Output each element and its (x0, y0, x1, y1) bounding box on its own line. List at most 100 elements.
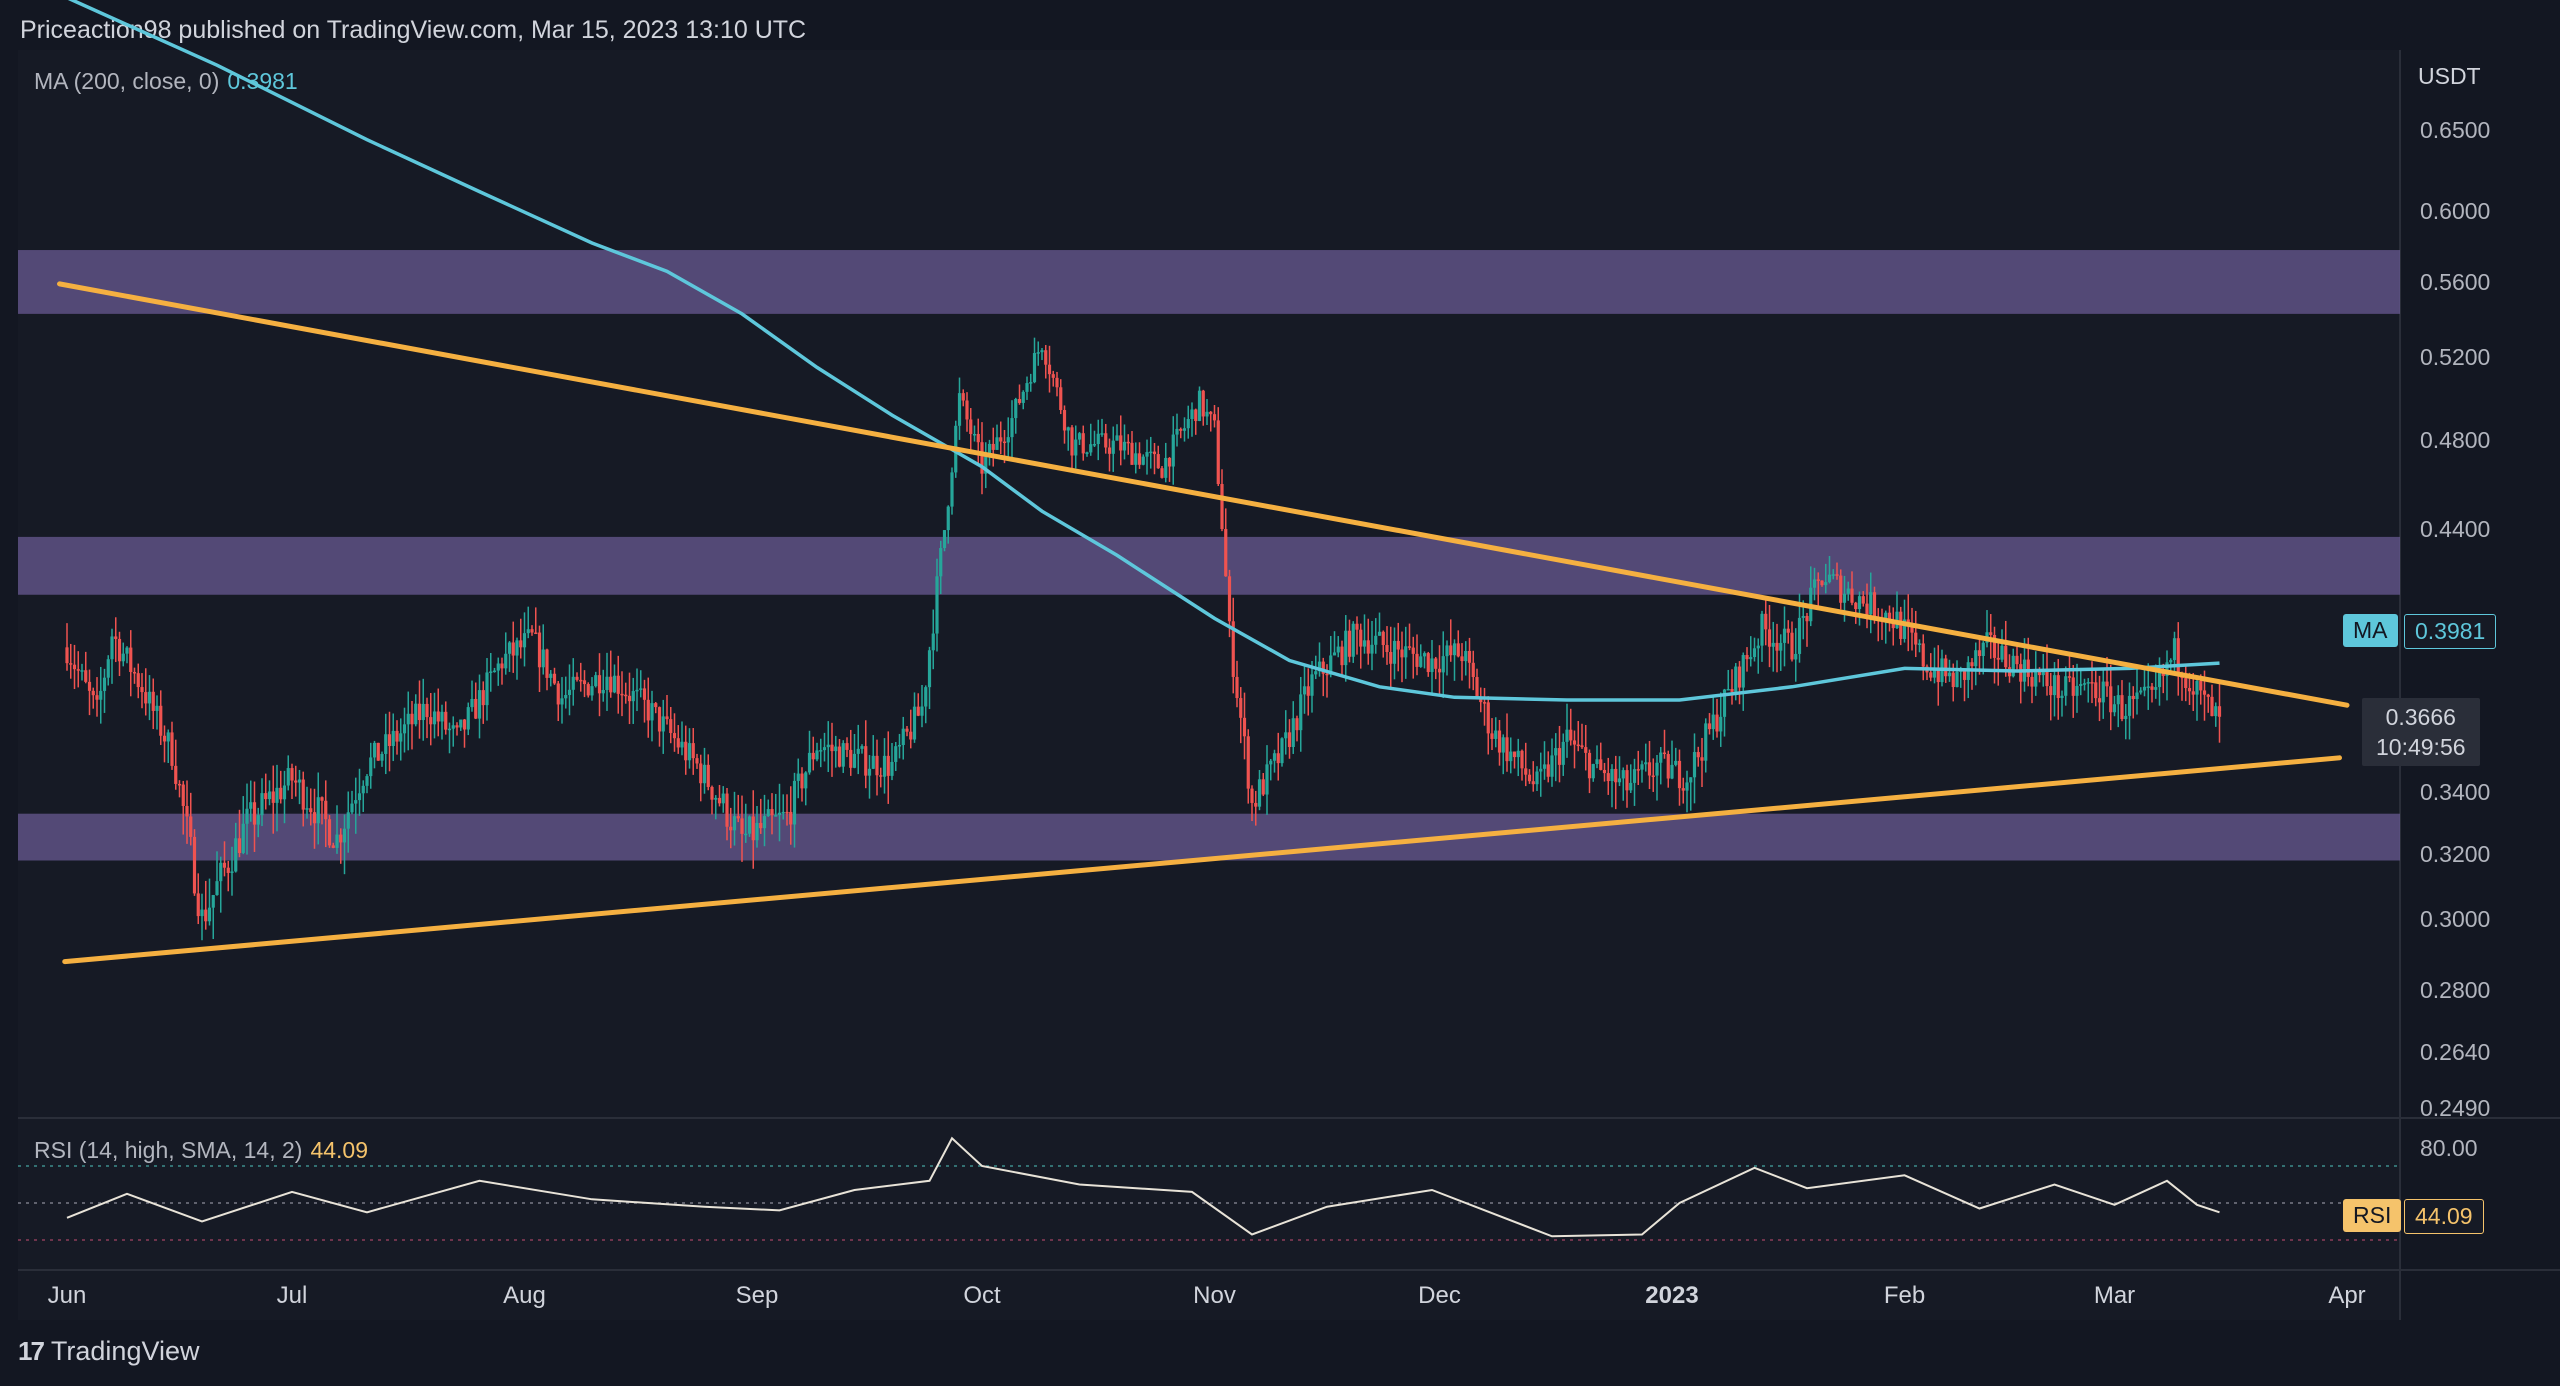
candle-body (849, 749, 853, 768)
candle-body (1235, 676, 1239, 699)
candle-body (1355, 623, 1359, 630)
candle-body (211, 895, 215, 908)
candle-body (1400, 649, 1404, 658)
candle-body (1130, 442, 1134, 465)
candle-body (256, 815, 260, 825)
candle-body (2176, 638, 2180, 673)
candle-body (2139, 690, 2143, 693)
time-tick-label: Nov (1193, 1282, 1236, 1309)
candle-body (1374, 635, 1378, 645)
candle-body (414, 703, 418, 725)
tradingview-footer[interactable]: 17 TradingView (18, 1336, 200, 1367)
candle-body (695, 758, 699, 764)
candle-body (1625, 770, 1629, 791)
candle-body (1891, 622, 1895, 629)
candle-body (1771, 642, 1775, 647)
candle-body (2142, 686, 2147, 691)
candle-body (624, 694, 628, 697)
candle-body (601, 690, 605, 694)
candle-body (1580, 745, 1584, 748)
ma-legend-value: 0.3981 (227, 68, 298, 94)
candle-body (1509, 751, 1513, 762)
candle-body (301, 779, 305, 810)
candle-body (1921, 643, 1925, 667)
candle-body (99, 690, 103, 700)
candle-body (916, 706, 920, 716)
candle-body (781, 811, 785, 814)
candle-body (290, 768, 294, 781)
candle-body (2086, 682, 2090, 684)
candle-body (1700, 757, 1704, 761)
candle-body (1242, 717, 1247, 737)
candle-body (1122, 441, 1127, 451)
candle-body (1456, 643, 1460, 657)
candle-body (72, 664, 77, 670)
candle-body (717, 797, 722, 804)
candle-body (1659, 752, 1663, 763)
candle-body (2199, 680, 2203, 691)
candle-body (515, 640, 519, 656)
candle-body (1632, 769, 1637, 783)
candle-body (579, 679, 583, 682)
candle-body (2172, 638, 2177, 661)
candle-body (1377, 631, 1382, 636)
candle-body (972, 433, 977, 436)
candle-body (616, 675, 620, 694)
candle-body (1141, 456, 1145, 465)
candle-body (320, 797, 324, 801)
candle-body (196, 893, 200, 917)
candle-body (732, 816, 737, 831)
candle-body (571, 676, 575, 690)
candle-body (549, 673, 553, 678)
time-tick-label: 2023 (1645, 1282, 1698, 1309)
candle-body (1437, 668, 1442, 673)
candle-body (1126, 441, 1130, 444)
candle-body (774, 815, 778, 817)
candle-body (1085, 452, 1089, 454)
candle-body (181, 784, 185, 806)
time-tick-label: Dec (1418, 1282, 1461, 1309)
candle-body (1767, 629, 1772, 647)
time-tick-label: Feb (1884, 1282, 1925, 1309)
candle-body (1062, 410, 1067, 431)
candle-body (740, 818, 744, 834)
candle-body (1831, 574, 1835, 576)
candle-body (2037, 671, 2042, 676)
candle-body (1707, 723, 1712, 730)
candle-body (1089, 444, 1093, 453)
candle-body (1002, 441, 1007, 444)
candle-body (1280, 738, 1284, 764)
candle-body (1887, 612, 1892, 623)
price-tick-label: 0.4400 (2420, 516, 2490, 542)
candle-body (106, 659, 110, 678)
candle-body (369, 757, 373, 777)
candle-body (2131, 695, 2135, 700)
candle-body (312, 812, 317, 824)
candle-body (1186, 419, 1190, 429)
candle-body (2049, 686, 2053, 696)
candle-body (729, 826, 733, 831)
candle-body (905, 728, 909, 732)
candle-body (245, 808, 249, 824)
rsi-legend[interactable]: RSI (14, high, SMA, 14, 2) 44.09 (34, 1137, 368, 1164)
candle-body (252, 802, 257, 825)
candle-body (305, 808, 309, 810)
candle-body (815, 750, 819, 760)
candle-body (1025, 383, 1029, 392)
candle-body (110, 636, 114, 660)
candle-body (762, 816, 767, 829)
ma-legend[interactable]: MA (200, close, 0) 0.3981 (34, 68, 298, 95)
candle-body (297, 779, 302, 783)
candle-body (1460, 656, 1464, 662)
candle-body (316, 797, 320, 824)
candle-body (2184, 678, 2188, 689)
rsi-axis-tag: RSI (2343, 1199, 2402, 1232)
candle-body (376, 742, 380, 761)
candle-body (1134, 453, 1138, 465)
candle-body (886, 755, 890, 776)
candle-body (1426, 653, 1430, 673)
candle-body (166, 732, 170, 742)
candle-body (2011, 655, 2015, 677)
candle-body (1254, 802, 1258, 807)
